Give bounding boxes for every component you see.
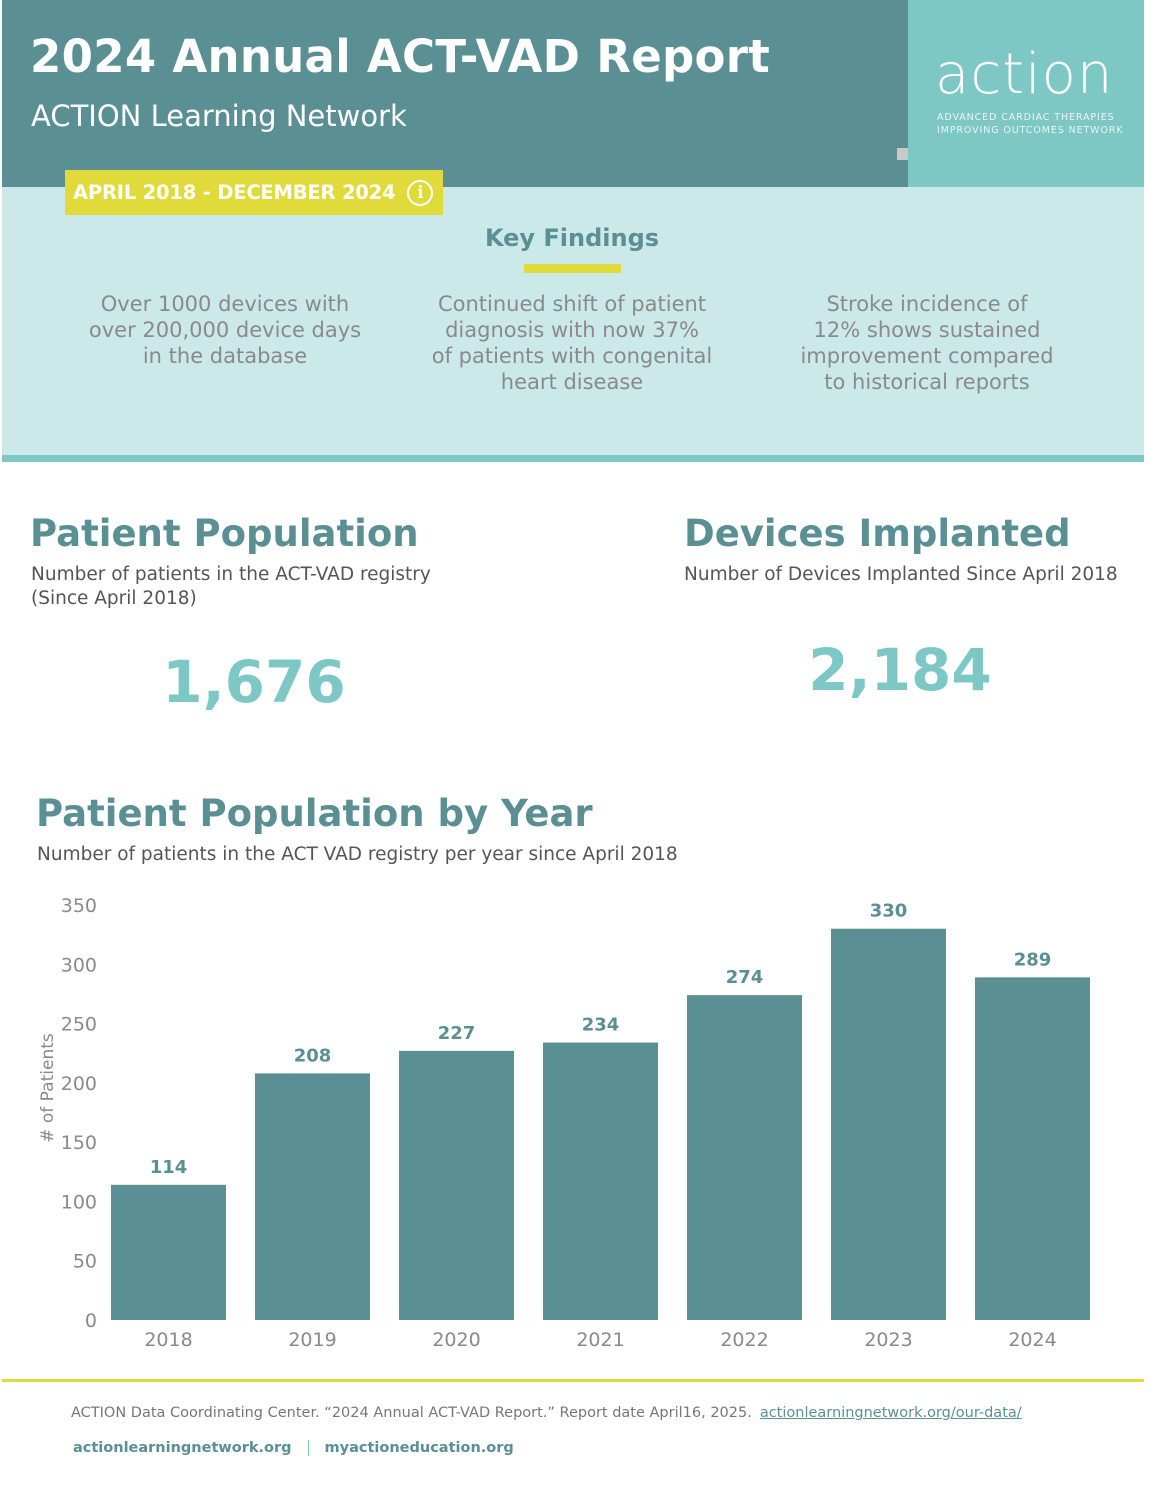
y-tick-label: 250	[61, 1014, 97, 1036]
y-tick-label: 200	[61, 1073, 97, 1095]
bar-2020	[399, 1050, 514, 1320]
key-findings-underline	[524, 264, 621, 273]
finding-line: improvement compared	[800, 344, 1054, 368]
page-title: 2024 Annual ACT-VAD Report	[30, 30, 771, 83]
finding-line: over 200,000 device days	[88, 318, 362, 342]
key-findings-title: Key Findings	[484, 224, 660, 252]
bar-2021	[543, 1042, 658, 1320]
bars	[111, 928, 1090, 1320]
footer-links: actionlearningnetwork.org myactioneducat…	[73, 1440, 514, 1456]
devices-implanted-title: Devices Implanted	[684, 512, 1071, 555]
y-tick-label: 350	[61, 895, 97, 917]
citation: ACTION Data Coordinating Center. “2024 A…	[71, 1405, 1022, 1421]
divider	[2, 455, 1144, 462]
value-label: 289	[1014, 949, 1052, 970]
subtitle-line: (Since April 2018)	[31, 588, 197, 609]
value-label: 208	[294, 1045, 332, 1066]
subtitle-line: Number of patients in the ACT-VAD regist…	[31, 564, 431, 585]
value-label: 114	[150, 1157, 188, 1178]
footer-divider	[2, 1379, 1144, 1382]
y-axis-title: # of Patients	[38, 1033, 58, 1143]
key-findings-band	[2, 187, 1144, 455]
patient-population-title: Patient Population	[30, 512, 419, 555]
decorative-square	[897, 148, 908, 160]
value-label: 234	[582, 1015, 620, 1036]
y-tick-label: 50	[73, 1251, 97, 1273]
x-tick-label: 2023	[864, 1329, 912, 1351]
separator	[307, 1440, 309, 1456]
finding-line: 12% shows sustained	[813, 318, 1041, 342]
bar-2024	[975, 977, 1090, 1320]
devices-implanted-subtitle: Number of Devices Implanted Since April …	[684, 564, 1118, 585]
value-label: 274	[726, 967, 764, 988]
my-action-education-link[interactable]: myactioneducation.org	[324, 1440, 514, 1456]
value-labels: 114 208 227 234 274 330 289	[150, 901, 1052, 1178]
finding-line: heart disease	[500, 370, 644, 394]
x-tick-label: 2020	[432, 1329, 480, 1351]
y-tick-label: 150	[61, 1132, 97, 1154]
x-tick-label: 2022	[720, 1329, 768, 1351]
chart-title: Patient Population by Year	[36, 792, 593, 835]
finding-line: Stroke incidence of	[826, 292, 1028, 316]
bar-2019	[255, 1073, 370, 1320]
bar-2022	[687, 995, 802, 1320]
logo-tagline-2: IMPROVING OUTCOMES NETWORK	[937, 125, 1124, 136]
y-tick-label: 0	[85, 1310, 97, 1332]
citation-text: ACTION Data Coordinating Center. “2024 A…	[71, 1405, 752, 1421]
finding-line: to historical reports	[824, 370, 1030, 394]
date-range: APRIL 2018 - DECEMBER 2024	[73, 181, 396, 204]
x-axis-ticks: 2018 2019 2020 2021 2022 2023 2024	[144, 1329, 1056, 1351]
chart-subtitle: Number of patients in the ACT VAD regist…	[37, 844, 678, 865]
patient-population-bar-chart: 0 50 100 150 200 250 300 350 114 208 227 234 274 330…	[38, 895, 1090, 1351]
x-tick-label: 2021	[576, 1329, 624, 1351]
date-range-badge: APRIL 2018 - DECEMBER 2024 i	[65, 170, 443, 215]
logo-tagline-1: ADVANCED CARDIAC THERAPIES	[937, 112, 1115, 123]
action-learning-network-link[interactable]: actionlearningnetwork.org	[73, 1440, 292, 1456]
finding-3: Stroke incidence of 12% shows sustained …	[762, 291, 1092, 395]
device-count: 2,184	[808, 636, 992, 704]
x-tick-label: 2018	[144, 1329, 192, 1351]
patient-count: 1,676	[162, 648, 346, 716]
info-icon[interactable]: i	[407, 179, 434, 206]
y-axis-ticks: 0 50 100 150 200 250 300 350	[61, 895, 97, 1332]
action-logo-wordmark: action	[935, 42, 1114, 107]
bar-2018	[111, 1184, 226, 1320]
value-label: 227	[438, 1023, 476, 1044]
our-data-link[interactable]: actionlearningnetwork.org/our-data/	[759, 1405, 1022, 1421]
finding-2: Continued shift of patient diagnosis wit…	[407, 291, 737, 395]
x-tick-label: 2024	[1008, 1329, 1056, 1351]
page-subtitle: ACTION Learning Network	[31, 99, 407, 133]
bar-2023	[831, 928, 946, 1320]
logo-panel	[908, 0, 1144, 187]
finding-1: Over 1000 devices with over 200,000 devi…	[60, 291, 390, 369]
patient-population-subtitle: Number of patients in the ACT-VAD regist…	[31, 563, 431, 611]
finding-line: in the database	[142, 344, 308, 368]
finding-line: Continued shift of patient	[437, 292, 707, 316]
finding-line: diagnosis with now 37%	[445, 318, 699, 342]
finding-line: of patients with congenital	[431, 344, 713, 368]
value-label: 330	[870, 901, 908, 922]
finding-line: Over 1000 devices with	[100, 292, 350, 316]
header-banner	[2, 0, 908, 187]
y-tick-label: 100	[61, 1191, 97, 1213]
y-tick-label: 300	[61, 954, 97, 976]
x-tick-label: 2019	[288, 1329, 336, 1351]
